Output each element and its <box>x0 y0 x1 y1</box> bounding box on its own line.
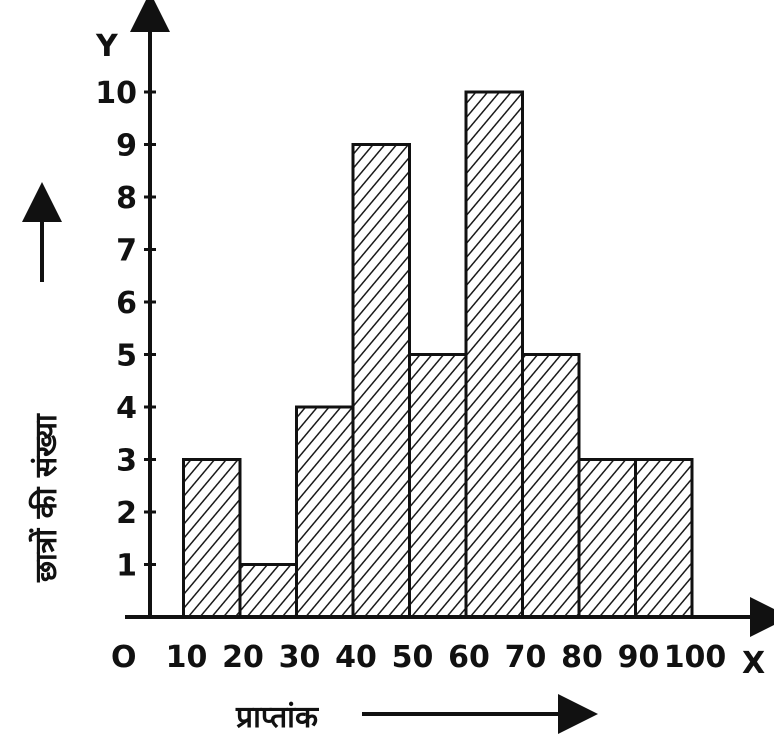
x-axis-title: प्राप्तांक <box>235 700 319 735</box>
bar-10-20 <box>182 458 242 619</box>
y-tick-label-3: 3 <box>116 444 137 479</box>
bar-90-100 <box>634 458 694 619</box>
y-tick-label-1: 1 <box>116 549 137 584</box>
ticks-layer: 10 20 30 40 50 60 70 80 90 100 1 2 3 4 5 6 7 8 9 10 <box>95 76 726 675</box>
y-tick-label-2: 2 <box>116 496 137 531</box>
y-tick-label-5: 5 <box>116 339 137 374</box>
y-tick-label-7: 7 <box>116 234 137 269</box>
y-axis-title: छात्रों की संख्या <box>28 413 64 583</box>
x-tick-label-90: 90 <box>618 640 660 675</box>
bar-30-40 <box>295 405 355 619</box>
x-tick-label-30: 30 <box>279 640 321 675</box>
x-tick-label-40: 40 <box>335 640 377 675</box>
x-tick-label-20: 20 <box>222 640 264 675</box>
x-tick-label-70: 70 <box>505 640 547 675</box>
bar-80-90 <box>577 458 637 619</box>
bar-70-80 <box>521 353 581 619</box>
x-axis-letter: X <box>742 646 765 681</box>
bars-layer <box>182 90 694 619</box>
origin-label: O <box>111 640 137 675</box>
y-tick-label-10: 10 <box>95 76 137 111</box>
y-tick-label-6: 6 <box>116 286 137 321</box>
y-tick-label-8: 8 <box>116 181 137 216</box>
y-axis-letter: Y <box>95 29 119 64</box>
bar-40-50 <box>351 143 411 619</box>
x-tick-label-60: 60 <box>448 640 490 675</box>
y-tick-label-4: 4 <box>116 391 137 426</box>
x-tick-label-100: 100 <box>664 640 727 675</box>
bar-20-30 <box>238 563 298 619</box>
x-tick-label-50: 50 <box>392 640 434 675</box>
y-tick-label-9: 9 <box>116 129 137 164</box>
x-tick-label-80: 80 <box>561 640 603 675</box>
axes-layer <box>125 0 774 637</box>
x-tick-label-10: 10 <box>166 640 208 675</box>
bar-50-60 <box>408 353 468 619</box>
bar-60-70 <box>464 90 524 619</box>
